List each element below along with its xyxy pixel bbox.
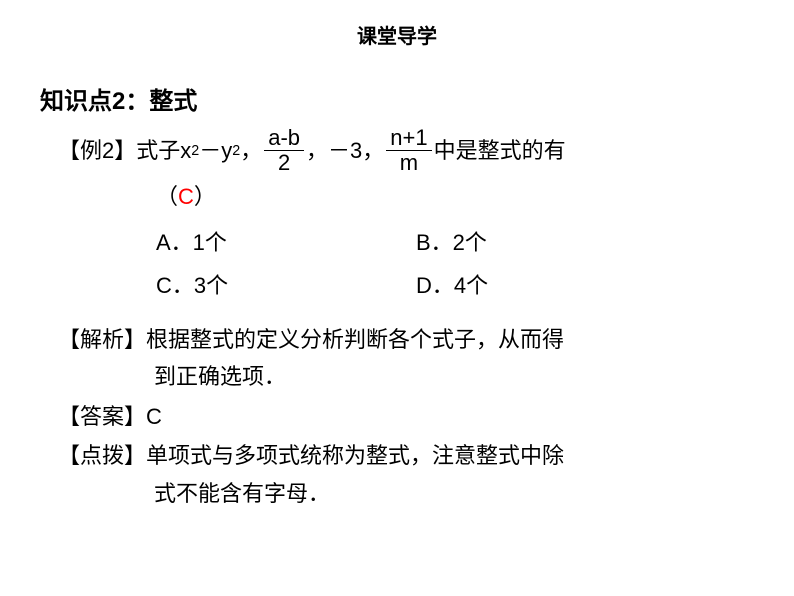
option-c: C．3个 <box>156 264 416 307</box>
question-block: 【例2】 式子x2 －y2 ， a-b 2 ， －3 ， n+1 m 中是整式的… <box>58 126 754 512</box>
frac2-den: m <box>396 151 422 175</box>
option-d: D．4个 <box>416 264 676 307</box>
answer-text: C <box>146 404 162 429</box>
answer-block: 【答案】C <box>58 398 754 435</box>
answer-paren: （C） <box>156 179 754 214</box>
frac2-num: n+1 <box>386 126 431 151</box>
analysis-line2: 到正确选项． <box>58 358 754 395</box>
option-a: A．1个 <box>156 221 416 264</box>
q-suffix: 中是整式的有 <box>434 133 566 168</box>
analysis-block: 【解析】根据整式的定义分析判断各个式子，从而得 到正确选项． <box>58 321 754 396</box>
fraction-1: a-b 2 <box>264 126 304 175</box>
analysis-label: 【解析】 <box>58 327 146 352</box>
options: A．1个 B．2个 C．3个 D．4个 <box>156 221 754 307</box>
tip-line2: 式不能含有字母． <box>58 475 754 512</box>
analysis-line1: 根据整式的定义分析判断各个式子，从而得 <box>146 327 564 352</box>
paren-open: （ <box>156 184 178 209</box>
q-minus: －y <box>199 133 232 168</box>
tip-block: 【点拨】单项式与多项式统称为整式，注意整式中除 式不能含有字母． <box>58 437 754 512</box>
neg3: －3 <box>328 133 362 168</box>
section-title: 知识点2：整式 <box>40 81 794 116</box>
comma1: ， <box>240 133 262 168</box>
q-prefix: 式子x <box>136 133 191 168</box>
comma2: ， <box>306 133 328 168</box>
frac1-den: 2 <box>274 151 294 175</box>
answer-label: 【答案】 <box>58 404 146 429</box>
example-label: 【例2】 <box>58 133 136 168</box>
question-line: 【例2】 式子x2 －y2 ， a-b 2 ， －3 ， n+1 m 中是整式的… <box>58 126 754 175</box>
tip-line1: 单项式与多项式统称为整式，注意整式中除 <box>146 443 564 468</box>
paren-close: ） <box>194 184 216 209</box>
tip-label: 【点拨】 <box>58 443 146 468</box>
page-title: 课堂导学 <box>0 0 794 49</box>
option-b: B．2个 <box>416 221 676 264</box>
comma3: ， <box>362 133 384 168</box>
frac1-num: a-b <box>264 126 304 151</box>
answer-letter: C <box>178 184 194 209</box>
fraction-2: n+1 m <box>386 126 431 175</box>
